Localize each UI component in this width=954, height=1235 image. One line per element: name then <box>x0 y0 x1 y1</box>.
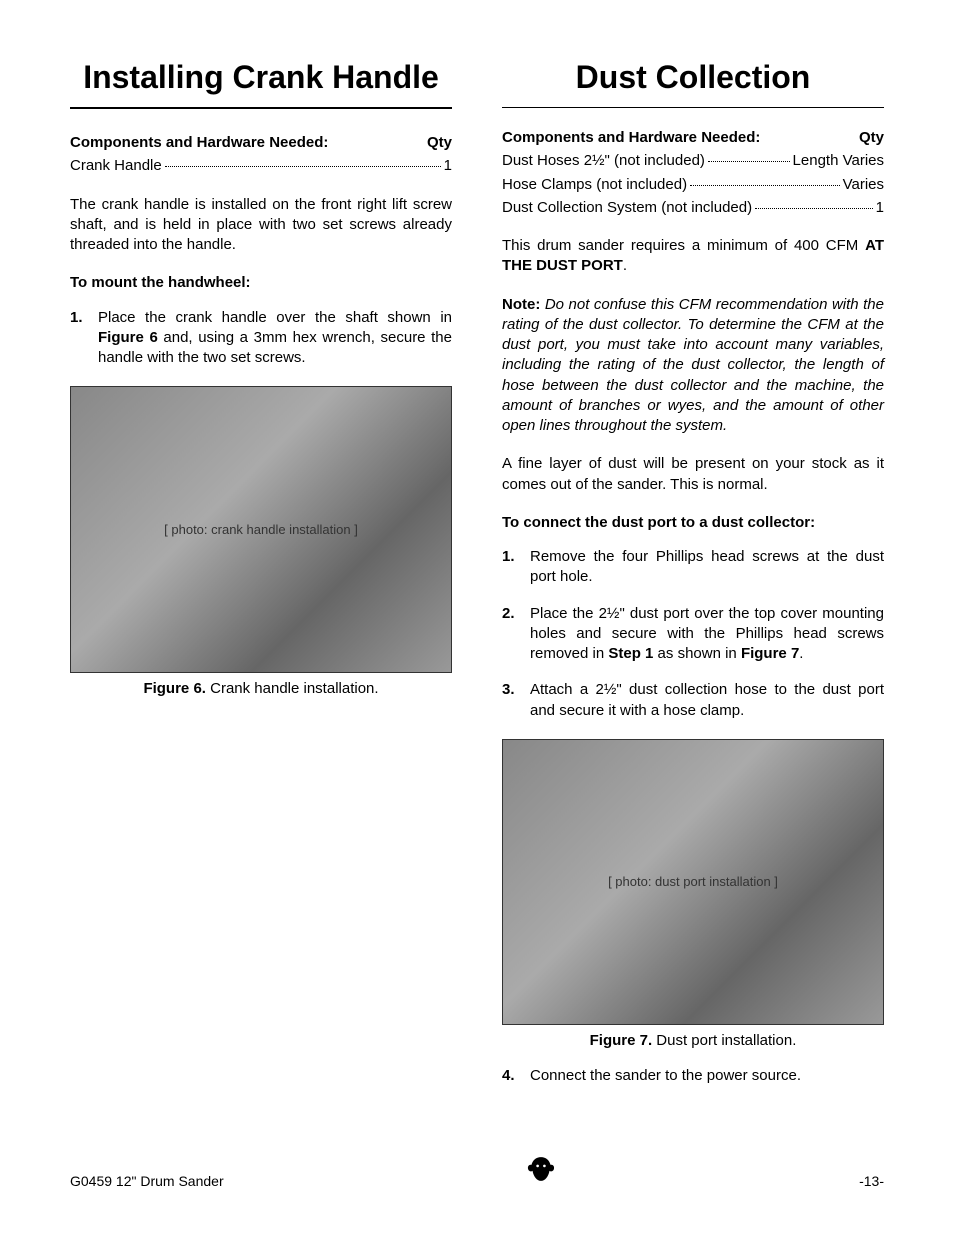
footer-left: G0459 12" Drum Sander <box>70 1172 224 1191</box>
right-step-1: 1. Remove the four Phillips head screws … <box>502 547 884 588</box>
right-components-header-qty: Qty <box>859 128 884 148</box>
step-number: 1. <box>70 308 98 369</box>
figure-7-image: [ photo: dust port installation ] <box>502 739 884 1026</box>
right-steps-list-after-fig: 4. Connect the sander to the power sourc… <box>502 1066 884 1086</box>
right-column: Dust Collection Components and Hardware … <box>502 60 884 1102</box>
left-title-rule <box>70 107 452 109</box>
figure-7: [ photo: dust port installation ] Figure… <box>502 739 884 1052</box>
figure-7-caption: Figure 7. Dust port installation. <box>502 1031 884 1051</box>
connect-heading: To connect the dust port to a dust colle… <box>502 513 884 533</box>
left-column: Installing Crank Handle Components and H… <box>70 60 452 1102</box>
fine-dust-paragraph: A fine layer of dust will be present on … <box>502 454 884 495</box>
note-paragraph: Note: Do not confuse this CFM recommenda… <box>502 295 884 437</box>
two-column-layout: Installing Crank Handle Components and H… <box>70 60 884 1102</box>
right-components-header: Components and Hardware Needed: Qty <box>502 128 884 148</box>
footer-right: -13- <box>859 1172 884 1191</box>
right-components-header-label: Components and Hardware Needed: <box>502 128 760 148</box>
left-components-header: Components and Hardware Needed: Qty <box>70 133 452 153</box>
dot-leader <box>165 155 441 167</box>
right-steps-list: 1. Remove the four Phillips head screws … <box>502 547 884 721</box>
left-intro-paragraph: The crank handle is installed on the fro… <box>70 195 452 256</box>
left-component-row: Crank Handle 1 <box>70 155 452 176</box>
left-step-1: 1. Place the crank handle over the shaft… <box>70 308 452 369</box>
figure-6: [ photo: crank handle installation ] Fig… <box>70 386 452 699</box>
right-step-3: 3. Attach a 2½" dust collection hose to … <box>502 680 884 721</box>
left-component-label: Crank Handle <box>70 156 162 176</box>
figure-6-image: [ photo: crank handle installation ] <box>70 386 452 673</box>
left-title: Installing Crank Handle <box>70 60 452 95</box>
cfm-paragraph: This drum sander requires a minimum of 4… <box>502 236 884 277</box>
right-step-4: 4. Connect the sander to the power sourc… <box>502 1066 884 1086</box>
right-component-row-2: Dust Collection System (not included) 1 <box>502 197 884 218</box>
step-text: Place the crank handle over the shaft sh… <box>98 308 452 369</box>
left-components-header-qty: Qty <box>427 133 452 153</box>
right-component-row-1: Hose Clamps (not included) Varies <box>502 174 884 195</box>
figure-6-caption: Figure 6. Crank handle installation. <box>70 679 452 699</box>
left-steps-list: 1. Place the crank handle over the shaft… <box>70 308 452 369</box>
right-component-row-0: Dust Hoses 2½" (not included) Length Var… <box>502 150 884 171</box>
bear-logo-icon <box>524 1152 558 1191</box>
right-title-rule <box>502 107 884 108</box>
left-components-header-label: Components and Hardware Needed: <box>70 133 328 153</box>
left-component-qty: 1 <box>444 156 452 176</box>
page-footer: G0459 12" Drum Sander -13- <box>70 1152 884 1191</box>
left-mount-heading: To mount the handwheel: <box>70 273 452 293</box>
right-step-2: 2. Place the 2½" dust port over the top … <box>502 604 884 665</box>
right-title: Dust Collection <box>502 60 884 95</box>
